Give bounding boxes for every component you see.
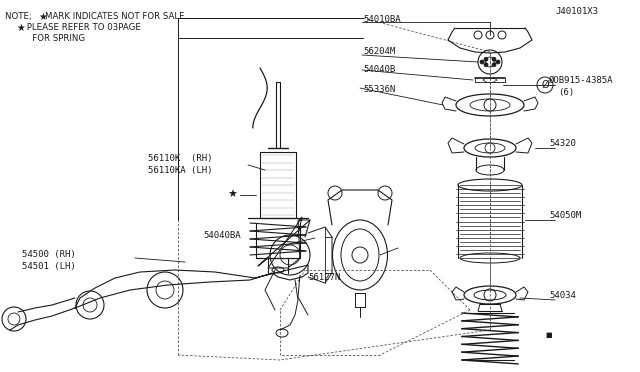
Text: 54040BA: 54040BA (203, 231, 241, 240)
Text: NOTE;: NOTE; (5, 12, 35, 21)
Text: 56127N: 56127N (308, 273, 340, 282)
Text: 54034: 54034 (549, 291, 576, 299)
Text: FOR SPRING: FOR SPRING (24, 34, 85, 43)
Text: J40101X3: J40101X3 (555, 7, 598, 16)
Text: 55336N: 55336N (363, 86, 396, 94)
Circle shape (480, 60, 484, 64)
Text: PLEASE REFER TO 03PAGE: PLEASE REFER TO 03PAGE (24, 23, 141, 32)
Text: ★: ★ (16, 23, 25, 33)
Text: 54050M: 54050M (549, 211, 581, 219)
Circle shape (484, 63, 488, 67)
Text: ★: ★ (38, 12, 47, 22)
Text: ØOB915-4385A: ØOB915-4385A (549, 76, 614, 84)
Text: ★: ★ (227, 190, 237, 200)
Text: 54500 (RH): 54500 (RH) (22, 250, 76, 260)
Circle shape (492, 57, 496, 61)
Text: 54320: 54320 (549, 138, 576, 148)
Circle shape (484, 57, 488, 61)
Text: (6): (6) (558, 87, 574, 96)
Text: 56110K  (RH): 56110K (RH) (148, 154, 212, 163)
Text: 56204M: 56204M (363, 48, 396, 57)
Text: 56110KA (LH): 56110KA (LH) (148, 166, 212, 174)
Circle shape (496, 60, 500, 64)
Text: ■: ■ (546, 332, 552, 338)
Text: 54040B: 54040B (363, 65, 396, 74)
Text: MARK INDICATES NOT FOR SALE.: MARK INDICATES NOT FOR SALE. (45, 12, 188, 21)
Text: 54010BA: 54010BA (363, 16, 401, 25)
Circle shape (492, 63, 496, 67)
Text: 54501 (LH): 54501 (LH) (22, 263, 76, 272)
Text: Ø: Ø (541, 80, 549, 90)
